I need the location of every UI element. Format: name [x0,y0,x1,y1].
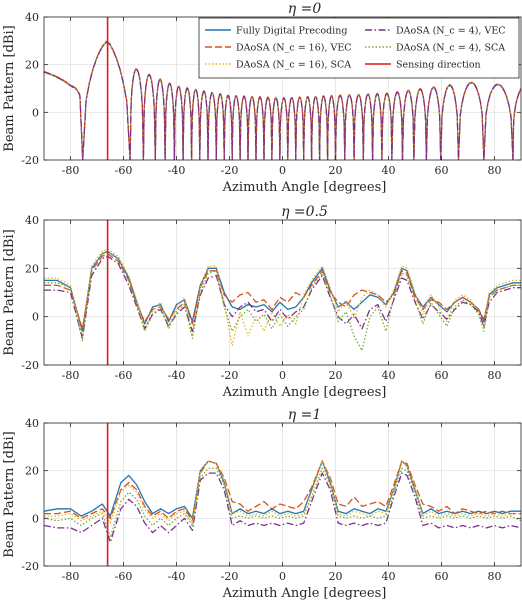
panel-2-xtick-label: 0 [279,570,286,583]
panel-0-xtick-label: -80 [62,164,80,177]
panel-0-xtick-label: 40 [382,164,396,177]
panel-0-xtick-label: -40 [168,164,186,177]
panel-2-ytick-label: 20 [25,465,39,478]
panel-0-xtick-label: 80 [488,164,502,177]
panel-1-series-daosa16_vec [44,253,521,330]
panel-0-xtick-label: 0 [279,164,286,177]
panel-0-ytick-label: 0 [32,106,39,119]
panel-1-ytick-label: 20 [25,262,39,275]
panel-1-xtick-label: 80 [488,369,502,382]
panel-2-xtick-label: 60 [435,570,449,583]
panel-1-series-daosa16_sca [44,248,521,347]
legend: Fully Digital Precoding DAoSA (N_c = 16),… [198,17,520,79]
panel-0-title: η =0 [288,1,322,17]
panel-2-ylabel: Beam Pattern [dBi] [2,431,17,557]
panel-0-xtick-label: -60 [115,164,133,177]
panel-1-xtick-label: 0 [279,369,286,382]
panel-0-xtick-label: 60 [435,164,449,177]
panel-2-xtick-label: -40 [168,570,186,583]
legend-label-sensing: Sensing direction [396,60,481,71]
panel-1-ylabel: Beam Pattern [dBi] [2,229,17,355]
legend-label-daosa4_vec: DAoSA (N_c = 4), VEC [396,26,506,37]
panel-1-ytick-label: -20 [21,359,39,372]
panel-0-xlabel: Azimuth Angle [degrees] [222,180,387,195]
panel-2-xtick-label: -60 [115,570,133,583]
panel-2-series-fully_digital [44,460,521,519]
panel-1-xtick-label: -20 [221,369,239,382]
panel-0-xtick-label: -20 [221,164,239,177]
legend-label-daosa4_sca: DAoSA (N_c = 4), SCA [396,43,505,54]
panel-1-xtick-label: 60 [435,369,449,382]
panel-2-series-daosa4_sca [44,467,521,539]
panel-1: -80 -60 -40 -20 0 20 40 60 80 -20 0 20 40 Azimuth Ang… [2,204,522,400]
panel-1-xtick-label: -60 [115,369,133,382]
panel-2-xtick-label: -80 [62,570,80,583]
panel-1-xtick-label: -80 [62,369,80,382]
panel-2: -80 -60 -40 -20 0 20 40 60 80 -20 0 20 40 Azimuth Ang… [2,407,522,601]
panel-0-ytick-label: 40 [25,11,39,24]
panel-0-series-daosa4_vec [44,41,521,160]
panel-2-xtick-label: 80 [488,570,502,583]
legend-label-fully_digital: Fully Digital Precoding [236,26,347,37]
panel-1-plot-area [44,248,521,352]
panel-2-series-daosa16_vec [44,460,521,522]
panel-2-series-daosa16_sca [44,460,521,524]
panel-2-xtick-label: 40 [382,570,396,583]
panel-2-xlabel: Azimuth Angle [degrees] [222,586,387,601]
panel-2-ytick-label: 0 [32,512,39,525]
panel-1-xtick-label: -40 [168,369,186,382]
panel-2-plot-area [44,460,521,543]
panel-1-series-daosa4_sca [44,250,521,352]
panel-0-ylabel: Beam Pattern [dBi] [2,25,17,151]
panel-1-xtick-label: 20 [329,369,343,382]
panel-1-ytick-label: 40 [25,214,39,227]
panel-1-ytick-label: 0 [32,311,39,324]
panel-0-ytick-label: 20 [25,59,39,72]
panel-1-xtick-label: 40 [382,369,396,382]
panel-2-xtick-label: -20 [221,570,239,583]
legend-label-daosa16_sca: DAoSA (N_c = 16), SCA [236,60,351,71]
panel-0-ytick-label: -20 [21,154,39,167]
panel-2-series-daosa4_vec [44,472,521,543]
legend-label-daosa16_vec: DAoSA (N_c = 16), VEC [236,43,352,54]
panel-2-ytick-label: -20 [21,560,39,573]
legend-box [198,17,520,79]
panel-1-xlabel: Azimuth Angle [degrees] [222,385,387,400]
panel-0-xtick-label: 20 [329,164,343,177]
panel-1-title: η =0.5 [281,204,328,220]
panel-1-series-daosa4_vec [44,255,521,340]
panel-2-title: η =1 [288,407,321,423]
panel-2-xtick-label: 20 [329,570,343,583]
panel-2-ytick-label: 40 [25,417,39,430]
